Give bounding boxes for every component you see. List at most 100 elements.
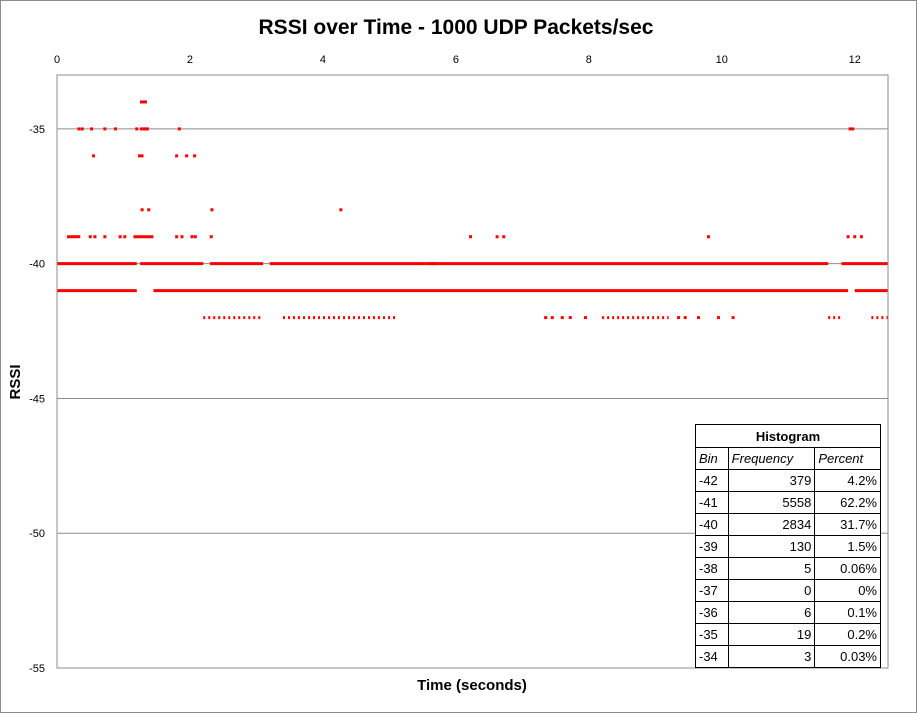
rssi-data-point xyxy=(550,316,554,320)
y-tick-label: -40 xyxy=(29,259,45,271)
histogram-percent: 0.03% xyxy=(814,645,881,668)
rssi-data-point xyxy=(502,235,506,239)
rssi-data-point xyxy=(80,127,84,131)
y-tick-label: -35 xyxy=(29,124,45,136)
y-tick-label: -50 xyxy=(29,528,45,540)
histogram-bin: -38 xyxy=(695,557,729,580)
rssi-data-point xyxy=(469,235,473,239)
rssi-data-point xyxy=(143,100,147,104)
histogram-frequency: 2834 xyxy=(727,513,816,536)
histogram-percent: 0% xyxy=(814,579,881,602)
histogram-percent: 0.1% xyxy=(814,601,881,624)
rssi-data-point xyxy=(584,316,588,320)
x-tick-label: 10 xyxy=(716,54,728,66)
rssi-data-point xyxy=(697,316,701,320)
rssi-data-point xyxy=(848,127,852,131)
rssi-data-point xyxy=(90,127,94,131)
rssi-data-point xyxy=(339,208,343,212)
plot-area-border xyxy=(56,74,889,669)
rssi-data-point xyxy=(544,316,548,320)
rssi-data-point xyxy=(147,208,151,212)
histogram-bin: -36 xyxy=(695,601,729,624)
rssi-data-point xyxy=(851,127,855,131)
histogram-row: -40 2834 31.7% xyxy=(695,513,881,536)
y-tick-label: -45 xyxy=(29,393,45,405)
rssi-data-point xyxy=(683,316,687,320)
rssi-data-point xyxy=(123,235,127,239)
rssi-data-point xyxy=(495,235,499,239)
rssi-data-point xyxy=(190,235,194,239)
rssi-data-point xyxy=(140,154,144,158)
tick-labels: -35 -40 -45 -50 -55 0 2 4 6 8 10 12 xyxy=(29,54,861,675)
rssi-data-point xyxy=(103,235,107,239)
rssi-data-point xyxy=(141,127,145,131)
x-tick-label: 6 xyxy=(453,54,459,66)
histogram-bin: -37 xyxy=(695,579,729,602)
rssi-data-point xyxy=(209,235,213,239)
histogram-percent: 62.2% xyxy=(814,491,881,514)
histogram-bin: -39 xyxy=(695,535,729,558)
rssi-data-point xyxy=(731,316,735,320)
histogram-bin: -34 xyxy=(695,645,729,668)
histogram-frequency: 3 xyxy=(727,645,816,668)
histogram-bin: -40 xyxy=(695,513,729,536)
rssi-data-point xyxy=(707,235,711,239)
histogram-bin: -41 xyxy=(695,491,729,514)
rssi-data-point xyxy=(568,316,572,320)
histogram-percent: 0.06% xyxy=(814,557,881,580)
rssi-data-point xyxy=(88,235,92,239)
x-tick-label: 0 xyxy=(54,54,60,66)
rssi-data-point xyxy=(677,316,681,320)
rssi-data-point xyxy=(859,235,863,239)
rssi-data-point xyxy=(103,127,107,131)
rssi-data-point xyxy=(185,154,189,158)
histogram-percent: 0.2% xyxy=(814,623,881,646)
histogram-header-percent: Percent xyxy=(814,447,881,470)
histogram-percent: 4.2% xyxy=(814,469,881,492)
rssi-data-point xyxy=(853,235,857,239)
histogram-header-row: Bin Frequency Percent xyxy=(695,447,881,470)
x-tick-label: 2 xyxy=(187,54,193,66)
histogram-row: -34 3 0.03% xyxy=(695,645,881,668)
rssi-data-point xyxy=(180,235,184,239)
chart-title: RSSI over Time - 1000 UDP Packets/sec xyxy=(259,16,654,39)
rssi-data-point xyxy=(846,235,850,239)
y-axis-title: RSSI xyxy=(7,364,24,399)
rssi-bands xyxy=(57,235,888,320)
histogram-frequency: 6 xyxy=(727,601,816,624)
rssi-data-point xyxy=(137,154,141,158)
x-tick-label: 12 xyxy=(849,54,861,66)
rssi-data-point xyxy=(140,208,144,212)
rssi-data-point xyxy=(193,235,197,239)
rssi-data-point xyxy=(145,127,149,131)
histogram-bin: -35 xyxy=(695,623,729,646)
histogram-table: Histogram Bin Frequency Percent -42 379 … xyxy=(695,424,881,668)
rssi-data-point xyxy=(135,127,139,131)
histogram-row: -41 5558 62.2% xyxy=(695,491,881,514)
histogram-header-frequency: Frequency xyxy=(727,447,816,470)
histogram-row: -37 0 0% xyxy=(695,579,881,602)
x-tick-label: 4 xyxy=(320,54,326,66)
y-tick-label: -55 xyxy=(29,663,45,675)
histogram-row: -36 6 0.1% xyxy=(695,601,881,624)
rssi-data-point xyxy=(139,127,143,131)
histogram-frequency: 5558 xyxy=(727,491,816,514)
x-tick-label: 8 xyxy=(586,54,592,66)
histogram-frequency: 0 xyxy=(727,579,816,602)
rssi-data-point xyxy=(77,127,81,131)
histogram-percent: 31.7% xyxy=(814,513,881,536)
rssi-data-point xyxy=(143,127,147,131)
rssi-data-point xyxy=(177,127,181,131)
rssi-data-point xyxy=(193,154,197,158)
histogram-frequency: 130 xyxy=(727,535,816,558)
rssi-data-point xyxy=(716,316,720,320)
histogram-row: -39 130 1.5% xyxy=(695,535,881,558)
rssi-data-point xyxy=(114,127,118,131)
histogram-row: -42 379 4.2% xyxy=(695,469,881,492)
rssi-data-point xyxy=(560,316,564,320)
rssi-points xyxy=(77,100,863,320)
histogram-row: -38 5 0.06% xyxy=(695,557,881,580)
x-axis-title: Time (seconds) xyxy=(417,677,527,694)
histogram-frequency: 19 xyxy=(727,623,816,646)
rssi-data-point xyxy=(92,154,96,158)
